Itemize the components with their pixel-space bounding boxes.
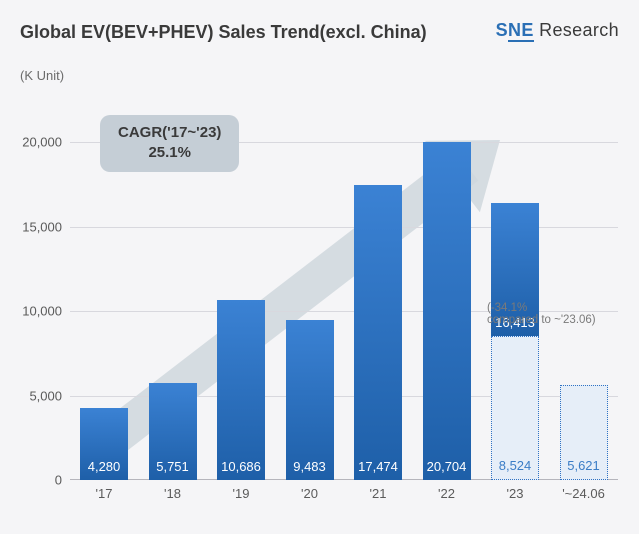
bar-solid: 9,483 bbox=[286, 320, 334, 480]
bar-solid-label: 20,704 bbox=[427, 459, 467, 474]
bar-group: 17,474'21 bbox=[354, 100, 402, 480]
bar-solid-label: 4,280 bbox=[88, 459, 121, 474]
chart-title: Global EV(BEV+PHEV) Sales Trend(excl. Ch… bbox=[20, 22, 427, 43]
bar-solid-label: 17,474 bbox=[358, 459, 398, 474]
logo-ne: NE bbox=[508, 20, 534, 42]
bar-dotted: 8,524 bbox=[491, 336, 539, 480]
y-tick-label: 10,000 bbox=[22, 304, 62, 319]
bar-solid: 4,280 bbox=[80, 408, 128, 480]
bar-solid: 10,686 bbox=[217, 300, 265, 480]
cagr-line1: CAGR('17~'23) bbox=[118, 123, 221, 143]
cagr-badge: CAGR('17~'23) 25.1% bbox=[100, 115, 239, 172]
y-tick-label: 5,000 bbox=[29, 388, 62, 403]
bar-dotted: 5,621 bbox=[560, 385, 608, 480]
x-tick-label: '23 bbox=[507, 486, 524, 501]
bar-group: 5,621'~24.06 bbox=[560, 100, 608, 480]
bar-dotted-label: 8,524 bbox=[499, 458, 532, 473]
y-tick-label: 20,000 bbox=[22, 135, 62, 150]
bar-solid-label: 10,686 bbox=[221, 459, 261, 474]
sne-research-logo: SNE Research bbox=[496, 20, 619, 41]
bar-solid-label: 5,751 bbox=[156, 459, 189, 474]
bar-dotted-label: 5,621 bbox=[567, 458, 600, 473]
bar-group: 9,483'20 bbox=[286, 100, 334, 480]
x-tick-label: '17 bbox=[96, 486, 113, 501]
x-tick-label: '20 bbox=[301, 486, 318, 501]
comparison-note: (-34.1%compared to ~'23.06) bbox=[487, 302, 596, 326]
x-tick-label: '22 bbox=[438, 486, 455, 501]
chart-container: Global EV(BEV+PHEV) Sales Trend(excl. Ch… bbox=[0, 0, 639, 534]
bar-group: 20,704'22 bbox=[423, 100, 471, 480]
x-tick-label: '18 bbox=[164, 486, 181, 501]
y-tick-label: 0 bbox=[55, 473, 62, 488]
y-tick-label: 15,000 bbox=[22, 219, 62, 234]
bar-solid: 17,474 bbox=[354, 185, 402, 480]
bar-solid: 20,704 bbox=[423, 142, 471, 480]
logo-s: S bbox=[496, 20, 508, 40]
bar-solid-label: 9,483 bbox=[293, 459, 326, 474]
cagr-line2: 25.1% bbox=[118, 143, 221, 163]
bar-solid: 5,751 bbox=[149, 383, 197, 480]
x-tick-label: '~24.06 bbox=[562, 486, 605, 501]
note-line2: compared to ~'23.06) bbox=[487, 314, 596, 326]
note-line1: (-34.1% bbox=[487, 302, 596, 314]
bar-group: 8,52416,413'23 bbox=[491, 100, 539, 480]
y-axis-unit: (K Unit) bbox=[20, 68, 64, 83]
logo-rest: Research bbox=[534, 20, 619, 40]
x-tick-label: '19 bbox=[233, 486, 250, 501]
x-tick-label: '21 bbox=[370, 486, 387, 501]
